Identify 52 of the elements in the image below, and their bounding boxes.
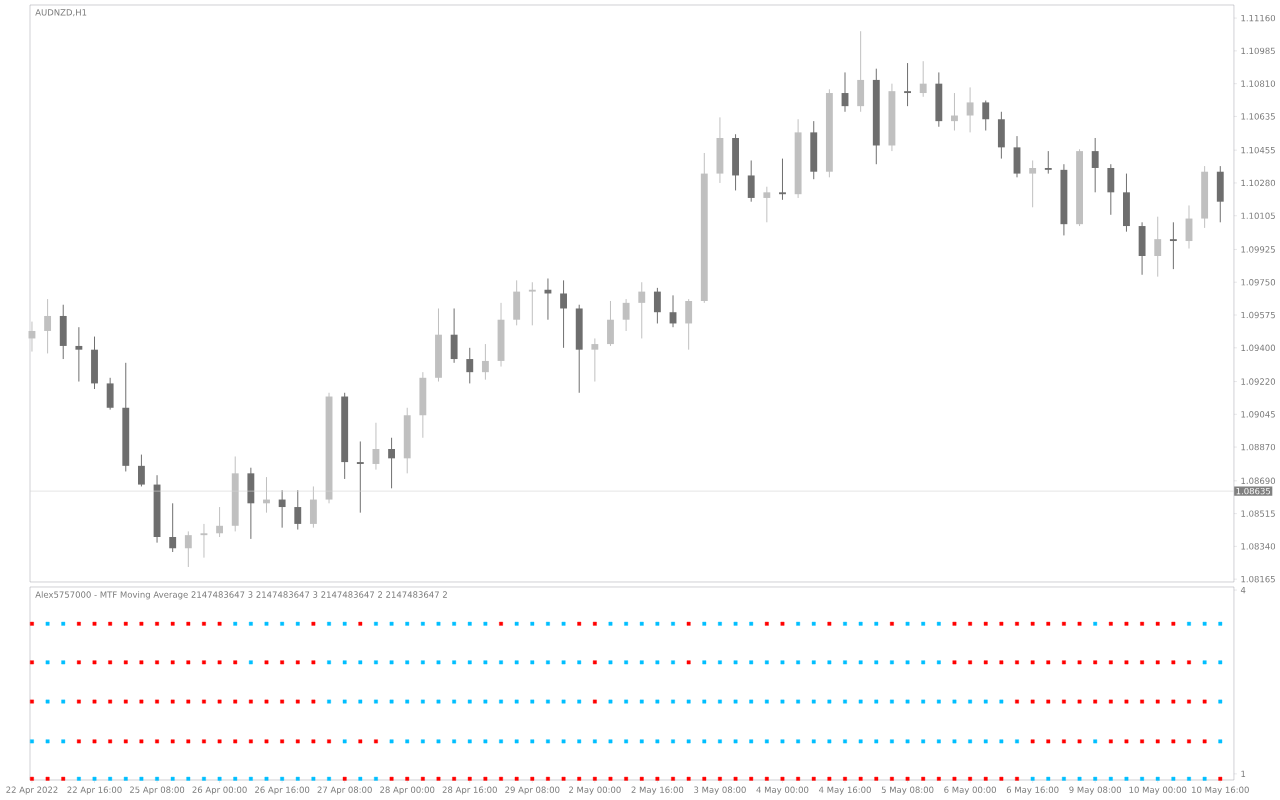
ref-line-label: 1.08635	[1236, 487, 1271, 495]
x-tick-label: 5 May 08:00	[881, 786, 934, 795]
y-tick-label: 1.11160	[1241, 14, 1276, 22]
y-tick-label: 1.09750	[1241, 279, 1276, 286]
x-tick-label: 26 Apr 00:00	[192, 786, 247, 795]
x-tick-label: 10 May 00:00	[1129, 786, 1187, 795]
y-tick-label: 1.09575	[1241, 311, 1275, 319]
y-tick-label: 1.10635	[1241, 113, 1275, 120]
y-tick-label: 4	[1240, 586, 1246, 594]
y-tick-label: 1.08690	[1241, 477, 1276, 485]
y-tick-label: 1.10985	[1241, 47, 1275, 55]
y-tick-label: 1.09400	[1241, 344, 1276, 352]
y-tick-label: 1.09220	[1241, 378, 1276, 385]
x-tick-label: 22 Apr 2022	[6, 786, 58, 795]
x-tick-label: 4 May 16:00	[818, 786, 871, 795]
x-tick-label: 10 May 16:00	[1192, 786, 1249, 795]
chart-title: Alex5757000 - MTF Moving Average 2147483647 3 2147483647 3 2147483647 2 2147483647 2	[35, 591, 447, 600]
y-tick-label: 1	[1241, 770, 1246, 777]
x-tick-label: 4 May 00:00	[756, 786, 809, 795]
y-tick-label: 1.08870	[1241, 443, 1276, 451]
x-tick-label: 27 Apr 08:00	[317, 786, 372, 795]
y-tick-label: 1.10105	[1241, 212, 1275, 219]
x-tick-label: 26 Apr 16:00	[255, 786, 310, 795]
candlestick	[528, 281, 536, 326]
y-tick-label: 1.10455	[1241, 146, 1275, 154]
x-tick-label: 25 Apr 08:00	[129, 786, 185, 795]
x-tick-label: 2 May 00:00	[569, 786, 621, 795]
x-tick-label: 29 Apr 08:00	[505, 786, 560, 795]
y-tick-label: 1.10810	[1241, 80, 1276, 87]
x-tick-label: 2 May 16:00	[631, 786, 684, 795]
candlestick	[1044, 150, 1052, 175]
chart-title: AUDNZD,H1	[35, 9, 87, 17]
candlestick	[591, 337, 599, 383]
candlestick	[763, 186, 771, 223]
x-tick-label: 28 Apr 00:00	[380, 786, 435, 795]
y-tick-label: 1.08515	[1241, 510, 1275, 517]
candlestick	[904, 62, 911, 107]
y-tick-label: 1.08340	[1241, 543, 1276, 550]
x-tick-label: 6 May 00:00	[944, 786, 996, 795]
x-tick-label: 22 Apr 16:00	[67, 786, 122, 795]
candlestick	[1029, 159, 1037, 208]
candlestick	[1169, 221, 1177, 270]
y-tick-label: 1.09045	[1241, 411, 1275, 418]
y-tick-label: 1.10280	[1241, 179, 1276, 187]
y-tick-label: 1.08165	[1241, 575, 1275, 583]
candlestick	[779, 158, 786, 201]
y-tick-label: 1.09925	[1241, 246, 1275, 253]
x-tick-label: 6 May 16:00	[1006, 786, 1059, 795]
candlestick	[356, 440, 364, 514]
x-tick-label: 3 May 08:00	[694, 786, 746, 795]
x-tick-label: 9 May 08:00	[1069, 786, 1122, 795]
x-tick-label: 28 Apr 16:00	[442, 786, 497, 795]
